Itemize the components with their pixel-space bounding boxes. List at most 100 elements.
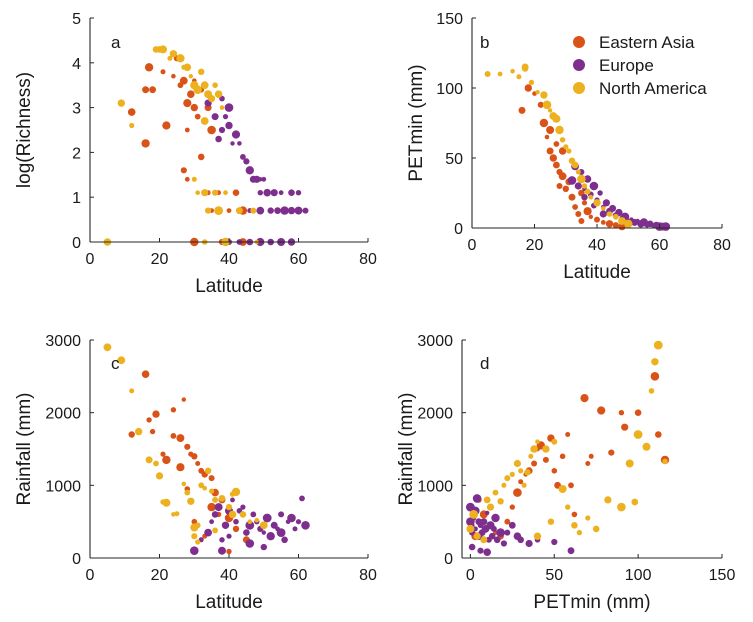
data-point bbox=[625, 459, 634, 468]
y-tick: 1 bbox=[72, 190, 94, 207]
data-point bbox=[605, 220, 614, 228]
data-point bbox=[149, 428, 156, 435]
legend-item-eastern-asia: Eastern Asia bbox=[573, 33, 695, 52]
data-point bbox=[497, 498, 504, 505]
panel-a-x-label: Latitude bbox=[195, 276, 263, 297]
data-point bbox=[258, 177, 263, 182]
legend-marker-europe bbox=[573, 59, 585, 71]
data-point bbox=[302, 207, 309, 214]
panel-c-label: c bbox=[111, 354, 120, 373]
data-point bbox=[571, 161, 579, 169]
data-point bbox=[191, 176, 197, 182]
data-point bbox=[553, 161, 560, 169]
data-point bbox=[624, 219, 633, 228]
x-tick-label: 80 bbox=[359, 567, 377, 584]
x-tick-label: 0 bbox=[86, 567, 95, 584]
y-tick-label: 0 bbox=[72, 551, 81, 568]
data-point bbox=[480, 536, 488, 544]
series-north-america bbox=[466, 340, 668, 544]
data-point bbox=[472, 494, 482, 503]
data-point bbox=[170, 433, 177, 439]
panel-a-y-label: log(Richness) bbox=[14, 72, 35, 188]
series-north-america bbox=[103, 45, 259, 247]
data-point bbox=[518, 106, 526, 114]
data-point bbox=[571, 522, 578, 529]
data-point bbox=[260, 543, 267, 551]
data-point bbox=[547, 108, 553, 113]
data-point bbox=[202, 485, 207, 491]
x-tick-label: 100 bbox=[625, 567, 652, 584]
data-point bbox=[662, 458, 668, 465]
data-point bbox=[572, 204, 578, 210]
data-point bbox=[583, 207, 592, 216]
data-point bbox=[292, 526, 298, 532]
y-tick-label: 3000 bbox=[417, 333, 453, 350]
data-point bbox=[170, 407, 177, 413]
data-point bbox=[584, 188, 591, 195]
data-point bbox=[576, 529, 583, 536]
data-point bbox=[651, 358, 659, 366]
series-eastern-asia bbox=[518, 84, 626, 231]
panel-d-x-label: PETmin (mm) bbox=[533, 592, 650, 613]
data-point bbox=[193, 85, 202, 94]
data-point bbox=[509, 471, 515, 477]
data-point bbox=[176, 463, 185, 472]
y-tick: 2000 bbox=[45, 406, 94, 423]
data-point bbox=[542, 100, 552, 110]
data-point bbox=[146, 417, 152, 423]
y-tick-label: 1000 bbox=[45, 478, 81, 495]
data-point bbox=[551, 538, 558, 546]
data-point bbox=[240, 504, 246, 510]
data-point bbox=[295, 190, 302, 196]
series-europe bbox=[190, 495, 310, 555]
series-europe bbox=[204, 95, 309, 247]
y-tick-label: 2 bbox=[72, 145, 81, 162]
data-point bbox=[508, 521, 516, 529]
data-point bbox=[655, 431, 662, 438]
data-point bbox=[160, 69, 166, 75]
data-point bbox=[551, 468, 558, 474]
data-point bbox=[183, 63, 192, 72]
data-point bbox=[585, 461, 591, 466]
x-tick: 80 bbox=[713, 224, 731, 254]
data-point bbox=[117, 356, 126, 365]
data-point bbox=[559, 453, 566, 460]
data-point bbox=[237, 141, 242, 146]
data-point bbox=[276, 528, 286, 537]
data-point bbox=[568, 193, 576, 201]
y-tick-label: 1000 bbox=[417, 478, 453, 495]
data-point bbox=[141, 139, 150, 148]
data-point bbox=[176, 434, 185, 443]
y-tick: 0 bbox=[72, 551, 94, 568]
panel-c: c 0 20 40 60 80 0 1000 2000 3000 Latitude Rainfall… bbox=[14, 333, 377, 613]
data-point bbox=[262, 513, 272, 523]
data-point bbox=[558, 172, 567, 181]
data-point bbox=[226, 548, 232, 555]
data-point bbox=[563, 144, 569, 150]
data-point bbox=[198, 482, 205, 489]
y-tick-label: 100 bbox=[436, 81, 463, 98]
x-tick: 150 bbox=[709, 554, 735, 584]
data-point bbox=[485, 510, 490, 516]
data-point bbox=[500, 540, 507, 547]
data-point bbox=[214, 206, 224, 216]
data-point bbox=[135, 427, 143, 436]
data-point bbox=[274, 207, 281, 215]
data-point bbox=[549, 154, 557, 162]
panel-b-points bbox=[484, 63, 671, 231]
data-point bbox=[245, 166, 254, 175]
data-point bbox=[552, 114, 561, 123]
data-point bbox=[195, 539, 201, 545]
x-tick-label: 20 bbox=[151, 567, 169, 584]
data-point bbox=[601, 206, 606, 211]
data-point bbox=[230, 141, 235, 146]
data-point bbox=[198, 68, 205, 76]
data-point bbox=[211, 511, 219, 518]
data-point bbox=[493, 536, 501, 544]
data-point bbox=[201, 189, 209, 197]
data-point bbox=[200, 117, 209, 125]
data-point bbox=[542, 456, 549, 463]
data-point bbox=[501, 482, 507, 488]
data-point bbox=[504, 529, 511, 536]
y-tick: 5 bbox=[72, 11, 94, 28]
